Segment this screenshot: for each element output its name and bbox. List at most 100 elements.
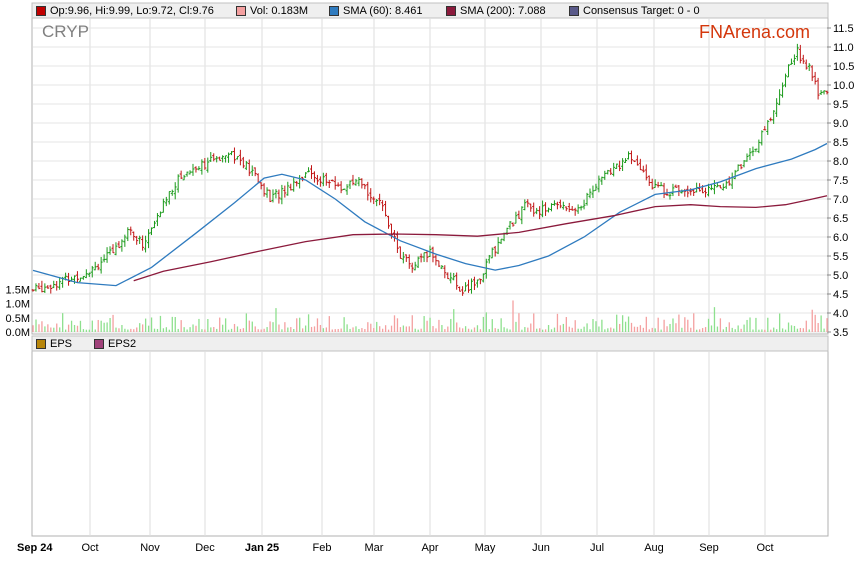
- volume-bar: [376, 321, 378, 332]
- volume-bar: [494, 328, 496, 332]
- volume-bar: [47, 324, 49, 332]
- volume-bar: [793, 325, 796, 332]
- volume-bar: [139, 323, 141, 332]
- eps-label: EPS: [50, 338, 73, 350]
- sma-200-line: [133, 195, 828, 282]
- volume-bar: [370, 323, 372, 332]
- volume-bar: [559, 325, 562, 332]
- volume-bar: [245, 313, 248, 332]
- volume-bar: [165, 327, 168, 332]
- volume-bar: [651, 327, 653, 332]
- volume-bar: [826, 318, 828, 332]
- volume-bar: [761, 329, 763, 332]
- volume-bar: [420, 328, 422, 332]
- volume-bar: [67, 324, 70, 332]
- volume-bar: [755, 317, 757, 332]
- volume-bar: [381, 328, 384, 332]
- volume-bar: [153, 328, 156, 332]
- volume-bar: [701, 328, 704, 332]
- volume-bar: [393, 315, 396, 332]
- volume-bar: [97, 319, 99, 332]
- volume-bar: [233, 323, 236, 332]
- volume-bar: [426, 320, 428, 332]
- volume-bar: [204, 329, 206, 332]
- volume-bar: [121, 324, 123, 332]
- volume-bar: [654, 328, 656, 332]
- volume-bar: [340, 328, 342, 332]
- volume-bar: [284, 322, 286, 332]
- volume-tick-label: 0.5M: [6, 313, 30, 325]
- volume-bar: [817, 323, 819, 332]
- consensus-swatch: [569, 5, 579, 16]
- eps-grid-lines: [89, 351, 766, 536]
- volume-bar: [805, 320, 807, 332]
- volume-bar: [574, 320, 576, 332]
- volume-bar: [41, 321, 43, 332]
- volume-bar: [616, 314, 618, 332]
- volume-bar: [601, 319, 603, 332]
- volume-bar: [592, 319, 594, 332]
- volume-bar: [604, 329, 606, 332]
- volume-bar: [678, 314, 680, 332]
- legend-sma200: SMA (200): 7.088: [446, 3, 546, 18]
- volume-bar: [541, 329, 544, 332]
- volume-bar: [82, 329, 85, 332]
- volume-bar: [59, 327, 61, 332]
- volume-bar: [814, 314, 816, 332]
- volume-bar: [725, 326, 727, 332]
- volume-bar: [325, 327, 328, 332]
- volume-bar: [512, 300, 514, 332]
- volume-bar: [613, 328, 615, 332]
- volume-bar: [672, 318, 674, 332]
- volume-bar: [269, 321, 271, 332]
- y-tick-label: 11.0: [833, 42, 854, 54]
- volume-bar: [438, 319, 440, 332]
- volume-bar: [710, 325, 713, 332]
- volume-bar: [808, 329, 810, 332]
- volume-bar: [219, 317, 221, 332]
- x-tick-label: Jul: [590, 542, 604, 554]
- volume-bar: [287, 327, 289, 332]
- volume-bar: [334, 329, 336, 332]
- volume-bar: [453, 309, 455, 332]
- volume-bar: [642, 327, 645, 332]
- volume-bar: [716, 326, 719, 332]
- volume-bar: [361, 328, 363, 332]
- volume-bar: [414, 328, 416, 332]
- volume-bar: [713, 307, 716, 332]
- y-tick-label: 9.5: [833, 99, 848, 111]
- volume-bar: [464, 326, 467, 332]
- volume-bar: [162, 328, 165, 332]
- volume-bar: [207, 319, 209, 332]
- volume-bar: [224, 318, 227, 332]
- volume-bar: [38, 324, 40, 332]
- volume-bar: [550, 329, 553, 332]
- volume-bar: [470, 329, 473, 332]
- volume-bar: [432, 326, 434, 332]
- y-tick-label: 8.5: [833, 137, 848, 149]
- volume-bar: [450, 318, 452, 332]
- volume-bar: [639, 325, 642, 332]
- volume-bar: [556, 313, 559, 332]
- y-tick-label: 5.5: [833, 251, 848, 263]
- volume-bar: [62, 313, 64, 332]
- volume-bar: [115, 327, 117, 332]
- volume-bar: [781, 328, 784, 332]
- volume-bar: [94, 329, 96, 332]
- volume-bar: [328, 316, 330, 332]
- volume-bar: [156, 328, 159, 332]
- volume-bar: [50, 327, 52, 332]
- volume-bar: [307, 314, 310, 332]
- volume-bar: [533, 313, 535, 332]
- volume-bar: [281, 329, 283, 332]
- eps2-label: EPS2: [108, 338, 137, 350]
- volume-bar: [681, 327, 683, 332]
- volume-bar: [509, 329, 511, 332]
- volume-bar: [201, 329, 203, 332]
- brand-logo: FNArena.com: [698, 22, 810, 42]
- volume-bar: [319, 324, 322, 332]
- volume-bar: [296, 318, 298, 332]
- volume-bar: [186, 329, 188, 332]
- x-tick-label: Jan 25: [245, 542, 279, 554]
- volume-bar: [147, 325, 150, 332]
